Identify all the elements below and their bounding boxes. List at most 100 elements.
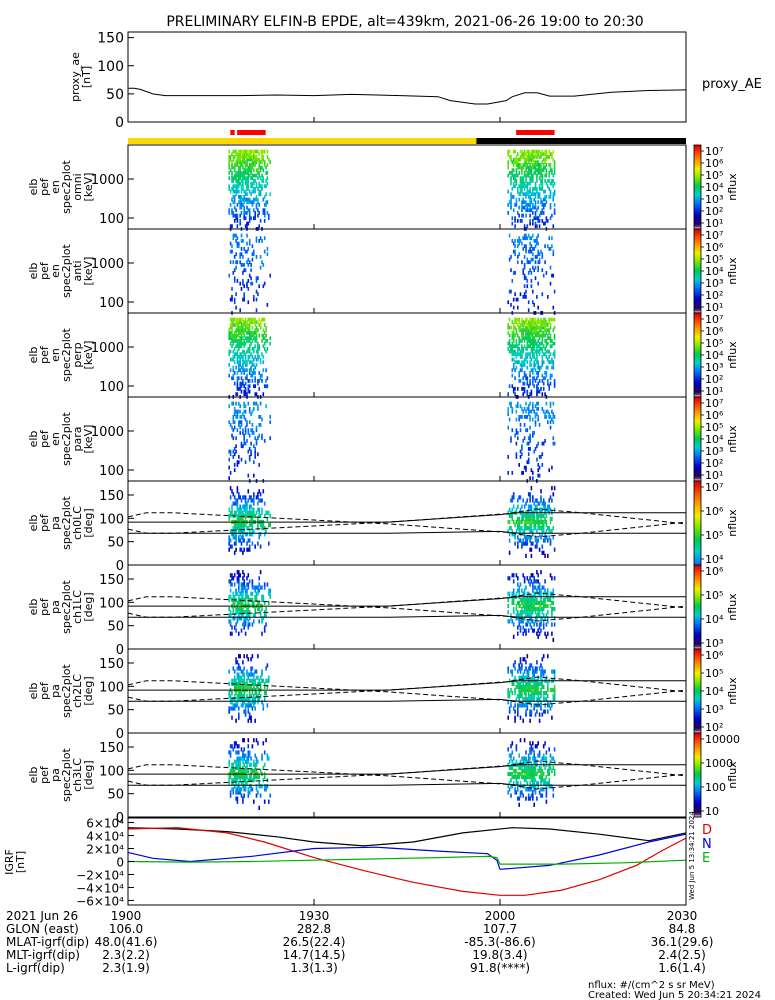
spectrogram-pixel — [238, 176, 240, 181]
spectrogram-pixel — [549, 573, 552, 578]
spectrogram-pixel — [229, 241, 232, 246]
spectrogram-pixel — [253, 181, 255, 186]
spectrogram-pixel — [521, 600, 523, 605]
spectrogram-pixel — [239, 339, 241, 343]
spectrogram-pixel — [261, 585, 263, 590]
spectrogram-pixel — [238, 460, 240, 465]
spectrogram-pixel — [246, 376, 248, 381]
spectrogram-pixel — [231, 433, 233, 438]
spectrogram-pixel — [530, 339, 533, 343]
spectrogram-pixel — [521, 179, 523, 183]
spectrogram-pixel — [526, 787, 529, 792]
spectrogram-pixel — [540, 600, 542, 605]
spectrogram-pixel — [236, 179, 239, 183]
spectrogram-pixel — [243, 747, 245, 752]
spectrogram-pixel — [233, 173, 236, 178]
spectrogram-pixel — [239, 547, 241, 552]
spectrogram-pixel — [512, 325, 515, 330]
spectrogram-pixel — [250, 412, 252, 417]
spectrogram-pixel — [551, 171, 553, 175]
spectrogram-pixel — [521, 610, 523, 615]
spectrogram-pixel — [236, 184, 239, 189]
spectrogram-pixel — [522, 631, 524, 636]
spectrogram-pixel — [522, 328, 524, 333]
spectrogram-pixel — [540, 781, 542, 786]
spectrogram-pixel — [512, 600, 515, 605]
spectrogram-pixel — [244, 428, 247, 433]
spectrogram-pixel — [529, 694, 531, 699]
spectrogram-pixel — [259, 423, 262, 427]
spectrogram-pixel — [541, 347, 544, 351]
spectrogram-pixel — [525, 597, 527, 602]
y-axis-label-line: spec2plot — [60, 496, 73, 550]
spectrogram-pixel — [517, 352, 519, 357]
spectrogram-pixel — [532, 610, 534, 615]
spectrogram-pixel — [529, 516, 531, 521]
spectrogram-pixel — [544, 532, 546, 537]
colorbar-tick-label: 10⁷ — [705, 397, 723, 410]
spectrogram-pixel — [263, 784, 266, 789]
colorbar-segment — [694, 464, 701, 467]
spectrogram-pixel — [246, 501, 248, 506]
spectrogram-pixel — [244, 376, 247, 381]
spectrogram-pixel — [244, 152, 247, 157]
spectrogram-pixel — [236, 576, 239, 581]
spectrogram-pixel — [254, 187, 256, 191]
colorbar-tick-label: 10⁵ — [705, 667, 723, 680]
spectrogram-pixel — [542, 550, 545, 555]
spectrogram-pixel — [526, 775, 529, 780]
spectrogram-pixel — [507, 597, 509, 602]
colorbar-segment — [694, 562, 701, 566]
spectrogram-pixel — [519, 610, 522, 615]
spectrogram-pixel — [261, 152, 263, 157]
colorbar-segment — [694, 392, 701, 396]
spectrogram-pixel — [523, 320, 526, 325]
y-axis-label-line: elb — [27, 683, 40, 700]
spectrogram-pixel — [527, 328, 530, 333]
spectrogram-pixel — [522, 625, 524, 630]
spectrogram-pixel — [510, 613, 512, 618]
spectrogram-pixel — [544, 157, 546, 162]
spectrogram-pixel — [240, 588, 243, 593]
spectrogram-pixel — [269, 420, 271, 425]
spectrogram-pixel — [522, 718, 524, 723]
spectrogram-pixel — [533, 771, 535, 777]
spectrogram-pixel — [238, 455, 240, 459]
spectrogram-pixel — [511, 771, 514, 777]
colorbar-segment — [694, 674, 701, 677]
spectrogram-pixel — [552, 360, 555, 365]
spectrogram-pixel — [251, 331, 254, 335]
spectrogram-pixel — [530, 787, 533, 792]
spectrogram-pixel — [549, 360, 552, 365]
spectrogram-pixel — [255, 784, 258, 789]
spectrogram-pixel — [251, 149, 254, 154]
spectrogram-pixel — [242, 444, 244, 449]
spectrogram-pixel — [525, 603, 527, 609]
spectrogram-pixel — [257, 700, 259, 705]
colorbar-frame — [693, 732, 702, 818]
spectrogram-pixel — [544, 371, 546, 375]
spectrogram-pixel — [551, 213, 553, 218]
spectrogram-pixel — [266, 163, 269, 167]
spectrogram-pixel — [527, 691, 530, 696]
spectrogram-pixel — [521, 775, 523, 780]
colorbar-segment — [694, 256, 701, 259]
spectrogram-pixel — [246, 694, 248, 699]
spectrogram-pixel — [511, 765, 514, 770]
spectrogram-pixel — [519, 149, 522, 154]
spectrogram-pixel — [240, 628, 243, 633]
spectrogram-pixel — [526, 610, 529, 615]
spectrogram-pixel — [510, 205, 512, 210]
colorbar-segment — [694, 218, 701, 222]
spectrogram-pixel — [259, 532, 262, 537]
spectrogram-pixel — [228, 157, 230, 162]
spectrogram-pixel — [251, 678, 254, 683]
spectrogram-pixel — [247, 355, 250, 359]
spectrogram-pixel — [537, 249, 539, 254]
pa-panel-frame — [127, 732, 687, 818]
spectrogram-pixel — [246, 168, 248, 173]
spectrogram-pixel — [507, 700, 509, 705]
spectrogram-pixel — [247, 389, 250, 394]
spectrogram-pixel — [542, 203, 545, 207]
